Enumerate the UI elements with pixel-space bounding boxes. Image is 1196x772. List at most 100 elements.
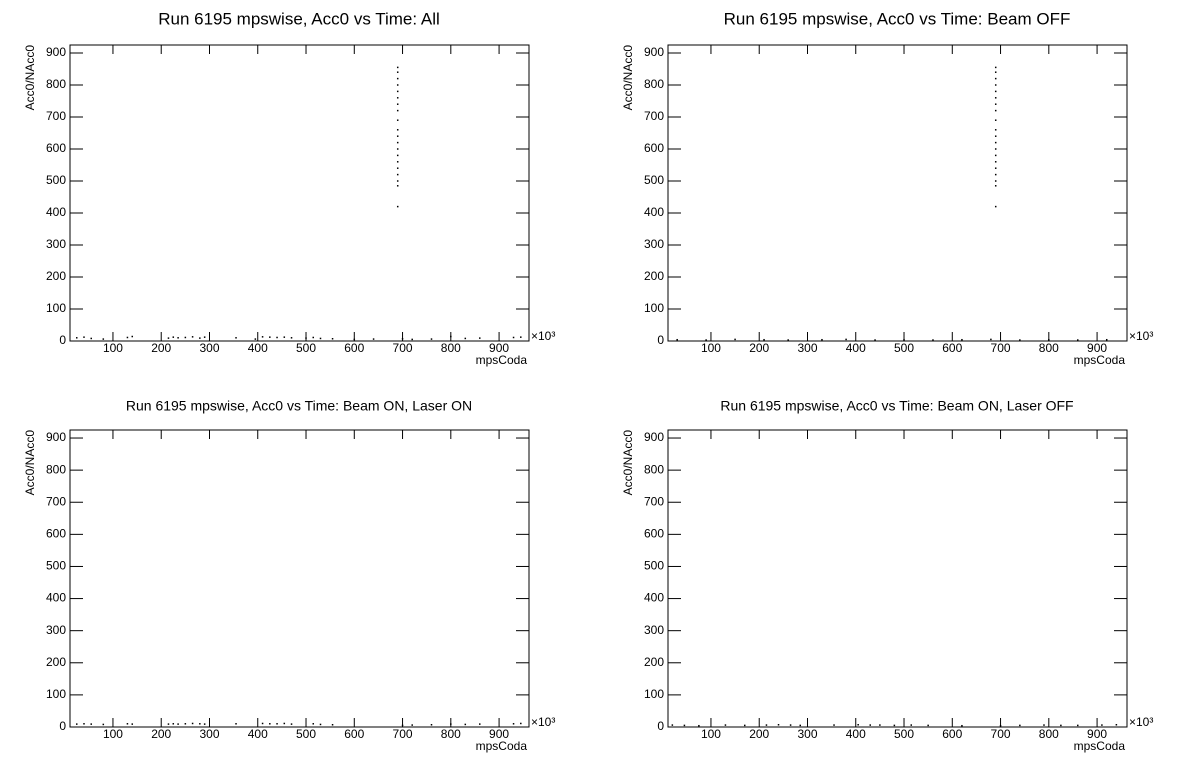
point — [994, 66, 997, 69]
y-tick-label: 900 — [644, 45, 664, 59]
x-tick-label: 600 — [344, 341, 364, 355]
point — [396, 148, 399, 150]
point — [126, 336, 129, 339]
y-tick-label: 0 — [657, 719, 664, 733]
point — [411, 338, 413, 341]
point — [90, 337, 92, 340]
point — [290, 337, 293, 339]
y-tick-label: 700 — [644, 109, 664, 123]
point — [787, 339, 789, 341]
point — [994, 97, 997, 99]
point — [683, 724, 686, 727]
point — [430, 338, 433, 340]
point — [172, 723, 175, 725]
point — [799, 724, 801, 727]
y-tick-label: 300 — [644, 237, 664, 251]
point — [261, 722, 264, 725]
point — [283, 336, 286, 338]
chart-title: Run 6195 mpswise, Acc0 vs Time: Beam ON,… — [126, 398, 472, 414]
point — [1060, 724, 1062, 727]
point — [879, 724, 881, 726]
x-tick-label: 100 — [701, 727, 721, 741]
point — [396, 109, 399, 112]
point — [396, 97, 399, 99]
x-tick-label: 800 — [441, 727, 461, 741]
y-tick-label: 400 — [644, 591, 664, 605]
y-tick-label: 700 — [46, 109, 66, 123]
point — [845, 338, 847, 341]
y-tick-label: 700 — [46, 494, 66, 508]
y-tick-label: 100 — [644, 301, 664, 315]
point — [676, 338, 678, 341]
y-tick-label: 800 — [644, 77, 664, 91]
y-tick-label: 900 — [46, 430, 66, 444]
point — [396, 119, 399, 121]
point — [857, 724, 859, 726]
point — [235, 723, 237, 725]
point — [269, 723, 271, 725]
plot-frame — [69, 44, 530, 342]
point — [990, 338, 992, 341]
point — [396, 180, 399, 182]
plot-frame — [667, 429, 1128, 728]
point — [131, 723, 134, 725]
point — [994, 173, 997, 176]
point — [464, 337, 467, 340]
point — [1077, 339, 1079, 341]
point — [1043, 724, 1045, 726]
x-tick-label: 900 — [1087, 727, 1107, 741]
point — [191, 336, 194, 338]
point — [319, 337, 322, 340]
point — [331, 724, 334, 726]
y-tick-label: 300 — [644, 623, 664, 637]
y-tick-label: 200 — [46, 655, 66, 669]
point — [396, 77, 399, 80]
point — [520, 722, 522, 725]
y-tick-label: 300 — [46, 237, 66, 251]
point — [1077, 724, 1079, 727]
y-axis-label: Acc0/NAcc0 — [621, 45, 635, 111]
x-tick-label: 200 — [151, 727, 171, 741]
point — [479, 723, 481, 725]
y-tick-label: 100 — [644, 687, 664, 701]
point — [994, 185, 997, 187]
chart-title: Run 6195 mpswise, Acc0 vs Time: All — [158, 9, 440, 28]
x-tick-label: 300 — [199, 341, 219, 355]
y-tick-label: 100 — [46, 301, 66, 315]
point — [1019, 339, 1021, 341]
y-tick-label: 600 — [46, 141, 66, 155]
point — [276, 336, 278, 339]
x-tick-label: 900 — [1087, 341, 1107, 355]
point — [994, 205, 997, 208]
point — [290, 723, 293, 725]
y-tick-label: 600 — [644, 141, 664, 155]
y-tick-label: 0 — [657, 333, 664, 347]
plot-frame — [69, 429, 530, 728]
point — [512, 336, 515, 339]
x-tick-label: 400 — [248, 727, 268, 741]
point — [520, 336, 522, 338]
point — [131, 335, 134, 338]
point — [1019, 724, 1021, 727]
point — [994, 167, 997, 169]
point — [411, 724, 413, 726]
point — [353, 338, 356, 341]
point — [743, 724, 746, 727]
y-tick-label: 500 — [46, 173, 66, 187]
point — [994, 154, 997, 157]
point — [833, 724, 835, 726]
x-tick-label: 300 — [797, 341, 817, 355]
point — [994, 103, 997, 105]
point — [994, 90, 997, 93]
point — [396, 173, 399, 176]
x-tick-label: 700 — [393, 727, 413, 741]
point — [698, 724, 700, 727]
point — [396, 167, 399, 169]
y-axis-label: Acc0/NAcc0 — [621, 430, 635, 496]
x-axis-label: mpsCoda — [476, 739, 528, 753]
point — [269, 336, 271, 338]
point — [910, 724, 913, 726]
point — [184, 336, 187, 339]
x-tick-label: 400 — [846, 341, 866, 355]
point — [203, 336, 206, 338]
